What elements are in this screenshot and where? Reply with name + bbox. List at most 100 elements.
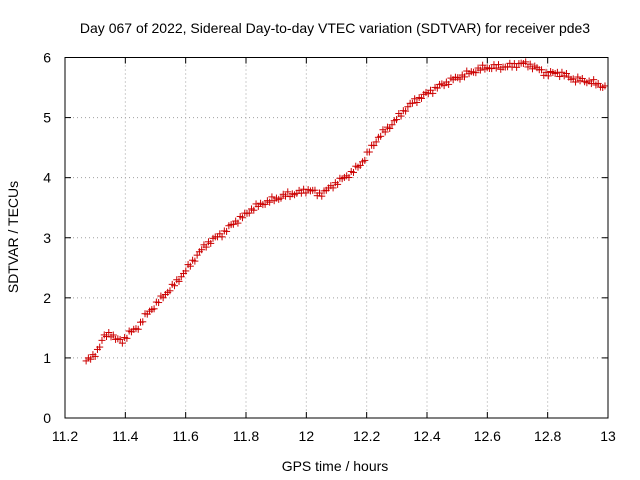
x-tick-label: 11.4 (112, 428, 138, 444)
data-point (155, 299, 163, 307)
data-point (198, 246, 206, 254)
x-tick-label: 12 (299, 428, 315, 444)
axis-ticks: 11.2 11.4 11.6 11.8 12 12.2 12.4 12.6 12.8 130123… (43, 50, 616, 445)
data-point (134, 325, 142, 333)
data-point (349, 168, 357, 176)
data-point (544, 72, 552, 80)
data-point (182, 267, 190, 275)
y-tick-label: 0 (43, 410, 51, 426)
data-point (572, 78, 580, 86)
data-point (311, 186, 319, 194)
y-tick-label: 5 (43, 110, 51, 126)
data-point (116, 335, 124, 343)
chart-title: Day 067 of 2022, Sidereal Day-to-day VTE… (80, 20, 590, 36)
x-tick-label: 12.8 (534, 428, 561, 444)
data-point (542, 68, 550, 76)
data-point (318, 192, 326, 200)
data-point (574, 73, 582, 81)
data-point (175, 277, 183, 285)
data-point (488, 65, 496, 73)
data-point (370, 142, 378, 150)
data-point (411, 95, 419, 103)
data-point (397, 112, 405, 120)
data-point (109, 331, 117, 339)
data-points (82, 58, 609, 365)
data-point (556, 73, 564, 81)
data-point (538, 66, 546, 74)
data-point (402, 107, 410, 115)
data-point (594, 79, 602, 87)
data-point (601, 82, 609, 90)
data-point (526, 60, 534, 68)
data-point (123, 334, 131, 342)
data-point (277, 194, 285, 202)
x-tick-label: 12.4 (413, 428, 440, 444)
data-point (118, 339, 126, 347)
data-point (433, 84, 441, 92)
data-point (334, 180, 342, 188)
x-axis-label: GPS time / hours (282, 458, 389, 474)
data-point (98, 336, 106, 344)
data-point (91, 352, 99, 360)
x-tick-label: 11.2 (52, 428, 78, 444)
y-tick-label: 1 (43, 350, 51, 366)
data-point (186, 262, 194, 270)
data-point (456, 75, 464, 83)
data-point (238, 214, 246, 222)
data-point (234, 219, 242, 227)
data-point (513, 63, 521, 71)
y-tick-label: 6 (43, 50, 51, 66)
data-point (87, 355, 95, 363)
data-point (587, 80, 595, 88)
y-tick-label: 3 (43, 230, 51, 246)
data-point (268, 193, 276, 201)
x-tick-label: 12.2 (353, 428, 380, 444)
data-point (218, 233, 226, 241)
x-tick-label: 11.6 (173, 428, 199, 444)
data-point (393, 116, 401, 124)
data-point (377, 132, 385, 140)
data-point (408, 99, 416, 107)
data-point (139, 318, 147, 326)
y-tick-label: 2 (43, 290, 51, 306)
x-tick-label: 13 (600, 428, 616, 444)
data-point (386, 124, 394, 132)
data-point (170, 282, 178, 290)
data-point (356, 161, 364, 169)
data-point (202, 243, 210, 251)
data-point (479, 61, 487, 69)
data-point (388, 121, 396, 129)
data-point (522, 58, 530, 66)
data-point (191, 257, 199, 265)
data-point (461, 73, 469, 81)
x-tick-label: 12.6 (474, 428, 501, 444)
plot-border (64, 57, 609, 419)
data-point (250, 206, 258, 214)
data-point (365, 148, 373, 156)
data-point (207, 239, 215, 247)
data-point (361, 156, 369, 164)
data-point (445, 80, 453, 88)
data-point (562, 69, 570, 77)
data-point (558, 68, 566, 76)
data-point (413, 99, 421, 107)
data-point (96, 343, 104, 351)
data-point (590, 76, 598, 84)
data-point (440, 82, 448, 90)
data-point (266, 198, 274, 206)
data-point (245, 209, 253, 217)
data-point (417, 94, 425, 102)
data-point (472, 69, 480, 77)
data-point (381, 128, 389, 136)
data-point (223, 227, 231, 235)
data-point (261, 200, 269, 208)
grid-lines (65, 57, 608, 418)
y-tick-label: 4 (43, 170, 51, 186)
data-point (372, 138, 380, 146)
data-point (429, 89, 437, 97)
data-point (329, 184, 337, 192)
data-point (105, 329, 113, 337)
y-axis-label: SDTVAR / TECUs (5, 181, 21, 293)
data-point (284, 188, 292, 196)
